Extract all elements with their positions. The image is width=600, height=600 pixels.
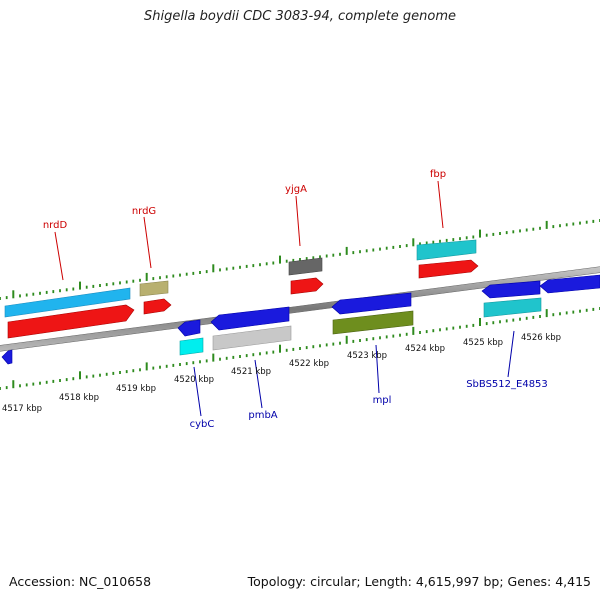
leader-mpl — [375, 344, 380, 394]
gene-nrdD[interactable] — [7, 304, 135, 339]
reverse-gene-labels: cybC pmbA mpl SbBS512_E4853 — [190, 379, 548, 430]
gene-cybC-cds[interactable] — [179, 337, 204, 356]
label-pmbA[interactable]: pmbA — [248, 410, 277, 421]
scale-label: 4525 kbp — [463, 338, 503, 348]
forward-gene-labels: nrdD nrdG yjgA fbp — [43, 169, 446, 231]
leader-fbp — [437, 180, 444, 229]
scale-label: 4526 kbp — [521, 333, 561, 343]
scale-label: 4521 kbp — [231, 367, 271, 377]
gene-mpl[interactable] — [331, 292, 412, 315]
label-mpl[interactable]: mpl — [373, 395, 392, 406]
gene-nrdG[interactable] — [143, 298, 172, 315]
genome-backbone — [0, 266, 600, 352]
gene-fbp[interactable] — [418, 259, 479, 279]
genome-summary-text: Topology: circular; Length: 4,615,997 bp… — [247, 574, 591, 589]
gene-yjgA[interactable] — [290, 277, 324, 295]
leader-nrdD — [54, 231, 64, 281]
label-cybC[interactable]: cybC — [190, 419, 215, 430]
scale-label: 4523 kbp — [347, 351, 387, 361]
scale-label: 4519 kbp — [116, 384, 156, 394]
gene-pmbA[interactable] — [210, 306, 290, 331]
leader-nrdG — [143, 216, 152, 269]
leader-yjgA — [295, 195, 301, 247]
gene-SbBS512_E4853-cds[interactable] — [483, 297, 542, 318]
label-nrdD[interactable]: nrdD — [43, 220, 68, 231]
label-nrdG[interactable]: nrdG — [132, 206, 156, 217]
label-SbBS512_E4853[interactable]: SbBS512_E4853 — [466, 379, 548, 390]
leader-SbBS512 — [507, 330, 515, 378]
scale-label: 4522 kbp — [289, 359, 329, 369]
gene-pmbA-cds[interactable] — [212, 325, 292, 351]
gene-mpl-cds[interactable] — [332, 310, 414, 335]
gene-fbp-cds[interactable] — [416, 239, 477, 261]
gene-right-edge[interactable] — [539, 274, 600, 294]
gene-cybC[interactable] — [177, 319, 201, 337]
scale-label: 4517 kbp — [2, 404, 42, 414]
scale-labels: 4517 kbp 4518 kbp 4519 kbp 4520 kbp 4521… — [2, 333, 561, 414]
accession-text: Accession: NC_010658 — [9, 574, 152, 589]
forward-genes — [4, 239, 479, 339]
gene-SbBS512_E4853[interactable] — [481, 280, 541, 299]
scale-label: 4520 kbp — [174, 375, 214, 385]
label-fbp[interactable]: fbp — [430, 169, 446, 180]
leader-pmbA — [254, 359, 263, 409]
tick-marks — [0, 219, 600, 390]
label-leader-lines — [54, 180, 515, 417]
gene-yjgA-cds[interactable] — [288, 257, 323, 276]
label-yjgA[interactable]: yjgA — [285, 184, 307, 195]
reverse-genes — [1, 274, 600, 365]
scale-label: 4524 kbp — [405, 344, 445, 354]
map-title: Shigella boydii CDC 3083-94, complete ge… — [143, 9, 457, 24]
scale-label: 4518 kbp — [59, 393, 99, 403]
leader-cybC — [193, 366, 202, 417]
gene-nrdG-cds[interactable] — [139, 280, 169, 297]
gene-left-edge[interactable] — [1, 349, 13, 365]
gene-nrdD-cds[interactable] — [4, 287, 131, 318]
